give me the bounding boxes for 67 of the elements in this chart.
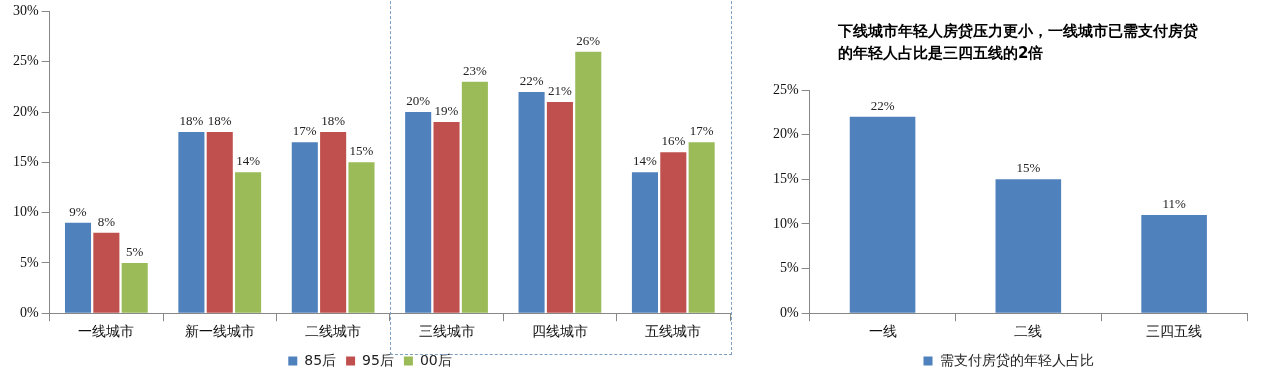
bar bbox=[546, 101, 573, 313]
x-tick-label: 三线城市 bbox=[418, 323, 475, 340]
data-label: 9% bbox=[69, 203, 87, 219]
data-label: 20% bbox=[406, 92, 431, 108]
data-label: 17% bbox=[689, 123, 714, 139]
legend-label: 需支付房贷的年轻人占比 bbox=[939, 351, 1094, 368]
data-label: 22% bbox=[870, 97, 895, 113]
data-label: 15% bbox=[1016, 160, 1041, 176]
bar bbox=[688, 142, 715, 313]
x-tick-label: 新一线城市 bbox=[184, 323, 255, 340]
y-tick-label: 15% bbox=[772, 170, 799, 186]
data-label: 5% bbox=[126, 243, 144, 259]
bar bbox=[93, 232, 120, 313]
data-label: 18% bbox=[321, 113, 346, 129]
x-tick-label: 三四五线 bbox=[1146, 323, 1203, 340]
x-tick-label: 一线城市 bbox=[78, 323, 135, 340]
data-label: 11% bbox=[1162, 195, 1186, 211]
data-label: 23% bbox=[462, 62, 487, 78]
y-tick-label: 10% bbox=[772, 215, 799, 231]
y-tick-label: 20% bbox=[12, 103, 39, 119]
bar bbox=[995, 179, 1062, 313]
x-tick-label: 二线 bbox=[1014, 323, 1043, 340]
data-label: 14% bbox=[633, 153, 658, 169]
bar bbox=[178, 132, 205, 313]
y-tick-label: 5% bbox=[19, 254, 39, 270]
bar bbox=[348, 162, 375, 313]
bar bbox=[291, 142, 318, 313]
bar bbox=[1141, 214, 1207, 313]
bar bbox=[660, 152, 687, 313]
data-label: 14% bbox=[236, 153, 261, 169]
y-tick-label: 25% bbox=[12, 53, 39, 69]
bar bbox=[206, 132, 233, 313]
data-label: 22% bbox=[519, 72, 544, 88]
bar bbox=[849, 116, 916, 313]
y-tick-label: 25% bbox=[772, 81, 799, 97]
y-tick-label: 30% bbox=[12, 3, 39, 19]
y-tick-label: 0% bbox=[19, 304, 39, 320]
bar bbox=[631, 172, 658, 313]
data-label: 16% bbox=[661, 133, 686, 149]
y-tick-label: 0% bbox=[779, 304, 799, 320]
y-tick-label: 20% bbox=[772, 126, 799, 142]
chart-title: 下线城市年轻人房贷压力更小，一线城市已需支付房贷的年轻人占比是三四五线的2倍 bbox=[838, 21, 1199, 64]
x-tick-label: 四线城市 bbox=[531, 323, 588, 340]
bar bbox=[405, 112, 432, 313]
y-tick-label: 10% bbox=[12, 204, 39, 220]
y-tick-label: 15% bbox=[12, 153, 39, 169]
bar bbox=[461, 81, 488, 313]
bar bbox=[518, 91, 545, 313]
bar bbox=[320, 132, 347, 313]
bar bbox=[121, 262, 148, 313]
bar bbox=[433, 122, 460, 313]
x-tick-label: 一线 bbox=[868, 323, 897, 340]
bar bbox=[64, 222, 92, 313]
data-label: 19% bbox=[434, 102, 459, 118]
bar bbox=[575, 51, 602, 313]
data-label: 18% bbox=[207, 113, 232, 129]
legend-label: 85后 bbox=[304, 351, 337, 368]
x-tick-label: 二线城市 bbox=[305, 323, 362, 340]
data-label: 15% bbox=[349, 143, 374, 159]
data-label: 17% bbox=[292, 123, 317, 139]
data-label: 26% bbox=[576, 32, 601, 48]
data-label: 21% bbox=[547, 82, 572, 98]
data-label: 18% bbox=[179, 113, 204, 129]
x-tick-label: 五线城市 bbox=[645, 323, 702, 340]
data-label: 8% bbox=[97, 213, 116, 229]
bar bbox=[235, 172, 262, 313]
y-tick-label: 5% bbox=[779, 260, 799, 276]
